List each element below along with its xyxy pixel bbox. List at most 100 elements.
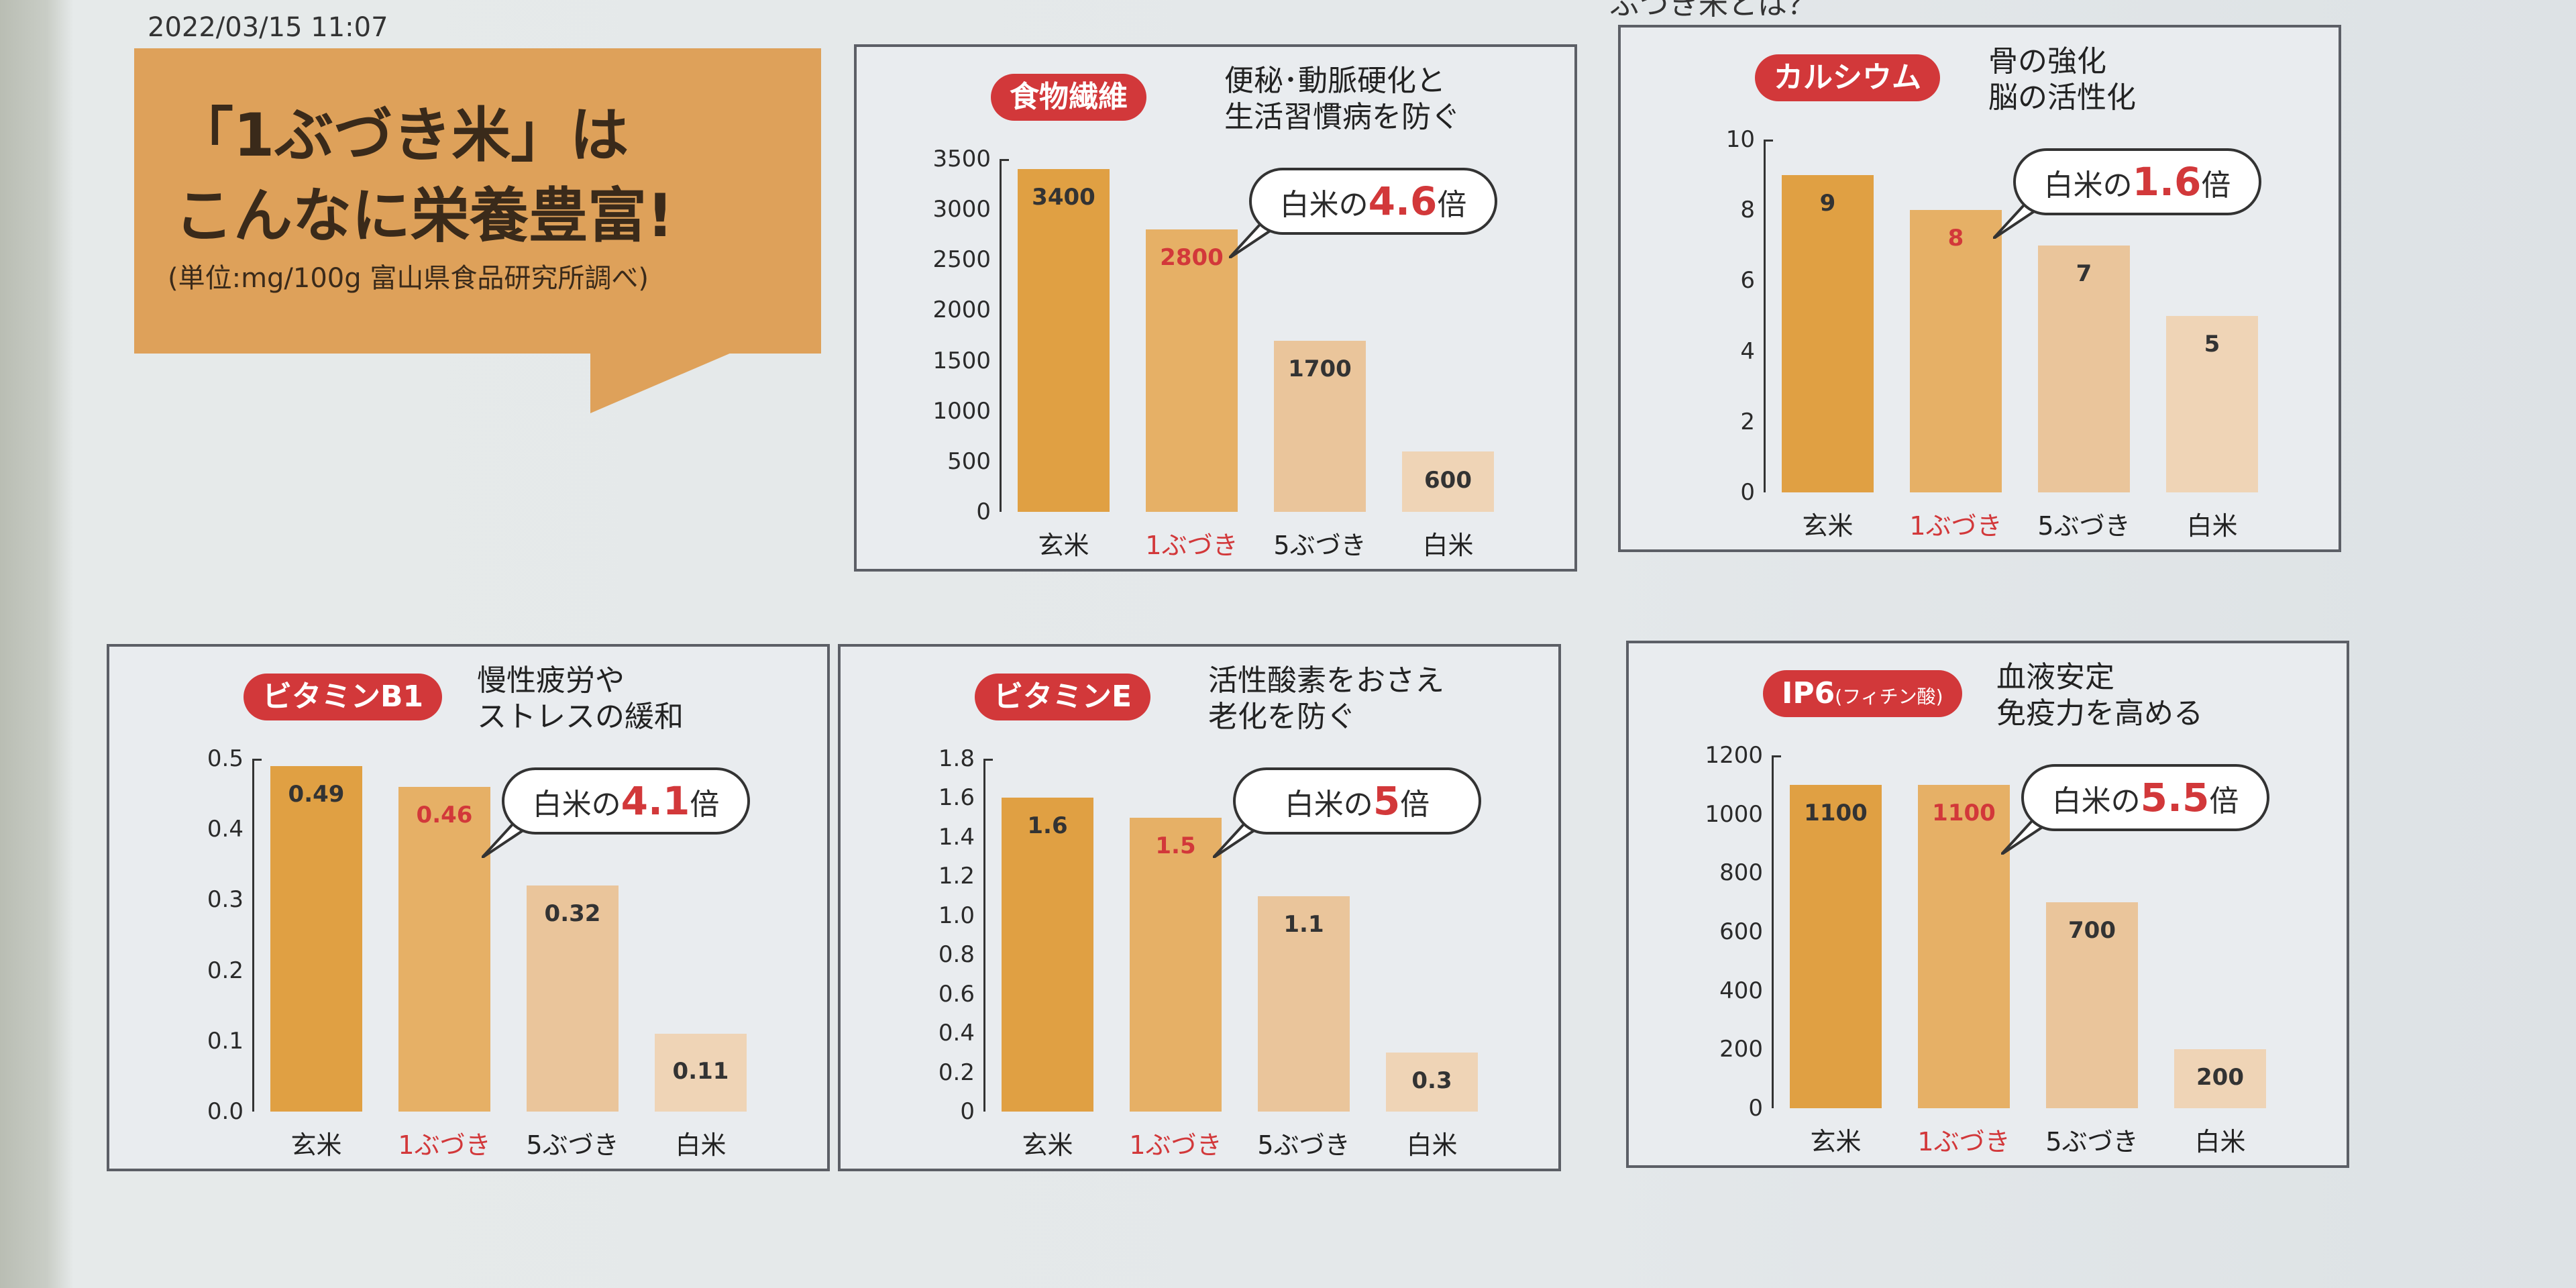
bar-2: [1146, 229, 1238, 512]
y-tick-label: 0: [1740, 479, 1755, 506]
ratio-value: 4.1: [621, 778, 690, 824]
value-label: 5: [2204, 331, 2220, 358]
y-tick-label: 3000: [932, 196, 991, 223]
value-label: 1700: [1288, 355, 1352, 382]
value-label: 1100: [1804, 799, 1868, 826]
nutrient-badge: IP6(フィチン酸): [1763, 670, 1962, 717]
y-axis-line: [1764, 140, 1766, 492]
y-tick-label: 1500: [932, 347, 991, 374]
y-axis-cap: [1764, 140, 1773, 142]
bar-3: [1258, 896, 1350, 1112]
y-tick-label: 1.4: [938, 823, 975, 851]
bar-4: [2174, 1049, 2266, 1108]
ratio-value: 5.5: [2140, 775, 2210, 820]
bar-1: [1002, 798, 1093, 1112]
bar-1: [1018, 169, 1110, 512]
y-tick-label: 600: [1719, 918, 1763, 945]
value-label: 1.6: [1027, 812, 1068, 840]
ratio-callout: 白米の5倍: [1233, 767, 1481, 835]
timestamp: 2022/03/15 11:07: [148, 12, 388, 43]
y-tick-label: 1.6: [938, 784, 975, 812]
value-label: 1.1: [1283, 910, 1324, 938]
y-tick-label: 0: [1748, 1095, 1763, 1122]
category-label: 1ぶづき: [1909, 511, 2002, 541]
bar-3: [2046, 902, 2138, 1108]
y-tick-label: 200: [1719, 1036, 1763, 1063]
bar-1: [1782, 174, 1874, 492]
ratio-suffix: 倍: [2209, 784, 2239, 818]
category-label: 1ぶづき: [1917, 1127, 2010, 1157]
category-label: 玄米: [1802, 511, 1854, 541]
category-label: 5ぶづき: [2037, 511, 2131, 541]
category-label: 玄米: [290, 1130, 342, 1160]
category-label: 玄米: [1038, 531, 1089, 560]
category-label: 1ぶづき: [398, 1130, 491, 1160]
y-tick-label: 1.2: [938, 863, 975, 890]
category-label: 白米: [1422, 531, 1474, 560]
y-tick-label: 1000: [1705, 800, 1763, 828]
category-label: 1ぶづき: [1129, 1130, 1222, 1160]
value-label: 9: [1819, 189, 1836, 217]
y-tick-label: 400: [1719, 977, 1763, 1004]
bar-2: [1910, 210, 2002, 492]
value-label: 200: [2196, 1064, 2244, 1091]
y-tick-label: 0.8: [938, 941, 975, 969]
ratio-suffix: 倍: [1400, 788, 1430, 822]
category-label: 5ぶづき: [2045, 1127, 2139, 1157]
y-tick-label: 0.1: [207, 1027, 244, 1055]
category-label: 白米: [1406, 1130, 1458, 1160]
value-label: 8: [1947, 225, 1964, 252]
y-axis-line: [1772, 755, 1774, 1108]
ratio-prefix: 白米の: [2043, 168, 2133, 203]
category-label: 5ぶづき: [1257, 1130, 1350, 1160]
category-label: 5ぶづき: [1273, 531, 1366, 560]
bar-3: [527, 885, 619, 1112]
y-tick-label: 0: [960, 1098, 975, 1125]
ratio-value: 4.6: [1368, 178, 1438, 224]
bar-4: [1386, 1053, 1478, 1112]
ratio-prefix: 白米の: [1284, 788, 1373, 822]
ratio-suffix: 倍: [2201, 168, 2231, 203]
category-label: 白米: [675, 1130, 727, 1160]
category-label: 白米: [2194, 1127, 2246, 1157]
value-label: 2800: [1160, 244, 1224, 272]
y-tick-label: 8: [1740, 197, 1755, 224]
headline-callout-tail: [590, 353, 731, 413]
category-label: 玄米: [1022, 1130, 1073, 1160]
nutrient-badge: ビタミンE: [975, 674, 1151, 720]
ratio-callout: 白米の1.6倍: [2013, 148, 2261, 215]
y-tick-label: 0.0: [207, 1098, 244, 1125]
y-tick-label: 0.6: [938, 980, 975, 1008]
y-tick-label: 1.0: [938, 902, 975, 929]
y-tick-label: 2500: [932, 246, 991, 274]
category-label: 白米: [2186, 511, 2238, 541]
y-tick-label: 0.2: [938, 1059, 975, 1086]
y-tick-label: 0.3: [207, 886, 244, 914]
chart-panel: カルシウム 骨の強化 脳の活性化 0 2 4 6 8 10 9 玄米 8 1ぶづき 7 5ぶづき 5 白米 白米…: [1618, 25, 2341, 552]
value-label: 1.5: [1155, 832, 1196, 859]
y-tick-label: 500: [947, 447, 991, 475]
y-tick-label: 800: [1719, 859, 1763, 887]
ratio-prefix: 白米の: [532, 788, 621, 822]
y-tick-label: 0.4: [938, 1020, 975, 1047]
value-label: 0.11: [672, 1058, 729, 1085]
unit-source-note: (単位:mg/100g 富山県食品研究所調べ): [168, 263, 649, 294]
y-axis-cap: [252, 759, 262, 761]
benefit-text: 活性酸素をおさえ 老化を防ぐ: [1208, 663, 1444, 734]
nutrient-badge: 食物繊維: [991, 74, 1146, 121]
ratio-suffix: 倍: [1437, 188, 1467, 222]
value-label: 0.3: [1411, 1067, 1452, 1095]
chart-panel: ビタミンE 活性酸素をおさえ 老化を防ぐ 0 0.2 0.4 0.6 0.8 1.0 1.2 1.…: [838, 644, 1561, 1171]
ratio-callout: 白米の5.5倍: [2021, 764, 2269, 831]
bar-1: [270, 765, 362, 1112]
y-tick-label: 1000: [932, 397, 991, 425]
category-label: 5ぶづき: [526, 1130, 619, 1160]
value-label: 7: [2076, 260, 2092, 287]
bar-2: [1130, 817, 1222, 1112]
chart-panel: 食物繊維 便秘･動脈硬化と 生活習慣病を防ぐ 0 500 1000 1500 2000 250…: [854, 44, 1577, 572]
ratio-value: 5: [1373, 778, 1401, 824]
value-label: 3400: [1032, 184, 1095, 211]
ratio-suffix: 倍: [690, 788, 720, 822]
nutrient-badge-sub: (フィチン酸): [1835, 686, 1943, 708]
y-axis-line: [1000, 159, 1002, 512]
